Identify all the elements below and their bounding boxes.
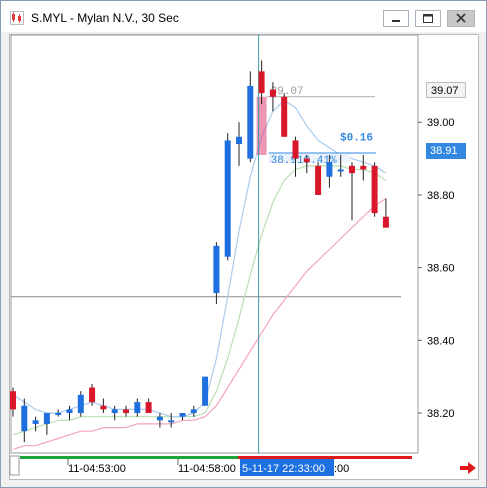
candle-body-down [89,387,96,403]
minimize-button[interactable] [383,10,409,27]
minimize-icon [392,20,400,22]
x-tick-label: 11-04:53:00 [68,463,126,475]
maximize-button[interactable] [415,10,441,27]
candle-body-up [190,409,197,414]
candle-body-up [66,409,73,414]
y-tick-label: 38.60 [427,263,455,275]
close-button[interactable] [447,10,475,27]
window-title: S.MYL - Mylan N.V., 30 Sec [31,11,179,25]
candle-body-down [281,96,288,137]
candle-body-down [10,391,16,410]
red-right-arrow-icon[interactable] [459,461,477,475]
candle-body-down [269,89,276,97]
y-tick-label: 39.00 [427,117,455,129]
candle-body-down [258,71,265,94]
cursor-time-label: 5-11-17 22:33:00 [242,463,325,475]
candle-body-up [337,169,344,172]
candle-body-down [292,140,299,159]
session-bar-red [238,456,412,459]
current-price-tag: 38.91 [426,143,466,159]
candle-body-down [349,165,355,174]
level-label: 39.07 [271,86,304,98]
candle-body-down [100,405,107,410]
candlestick-app-icon [10,11,24,25]
x-tick-label: 11-04:58:00 [178,463,236,475]
close-icon [456,13,466,23]
candle-body-up [55,413,62,416]
candle-body-up [134,402,141,414]
plot-frame [10,34,419,454]
candle-body-up [168,420,175,423]
y-tick-label: 38.40 [427,335,455,347]
candle-body-up [111,409,118,414]
candle-body-down [145,402,152,414]
candle-body-down [360,165,367,170]
measure-box [268,152,351,163]
maximize-icon [423,14,433,23]
candle-body-down [371,165,378,214]
ma-mid-line [12,165,387,436]
candlestick-chart[interactable]: 39.00 38.80 38.60 38.40 38.20 39.07 $0.16 38.91… [8,33,478,479]
session-bar-green [20,456,238,459]
candle-body-up [21,405,28,432]
candle-body-up [202,376,209,406]
candle-body-up [32,420,39,424]
ma-slow-line [12,198,387,450]
candle-body-up [236,136,242,145]
candle-body-down [315,165,322,195]
cursor-time-suffix: :00 [334,463,349,475]
candle-body-up [213,245,220,294]
prev-close-price-tag: 39.07 [426,82,466,98]
scroll-left-box [9,455,20,476]
change-label: $0.16 [340,132,373,144]
candle-body-down [382,216,389,228]
candle-body-up [224,140,231,257]
y-tick-label: 38.20 [427,408,455,420]
cursor-time-box [240,459,334,476]
candle-body-up [156,416,163,421]
candle-body-up [43,413,50,424]
candle-body-down [123,409,129,414]
candle-body-up [326,162,333,177]
y-tick-label: 38.80 [427,190,455,202]
candle-body-down [303,158,310,163]
highlight-box [256,96,267,155]
candle-body-up [179,413,186,417]
candle-body-up [247,85,254,159]
ma-fast-line [12,99,387,418]
candle-body-up [77,394,84,414]
title-bar[interactable]: S.MYL - Mylan N.V., 30 Sec [1,1,486,32]
